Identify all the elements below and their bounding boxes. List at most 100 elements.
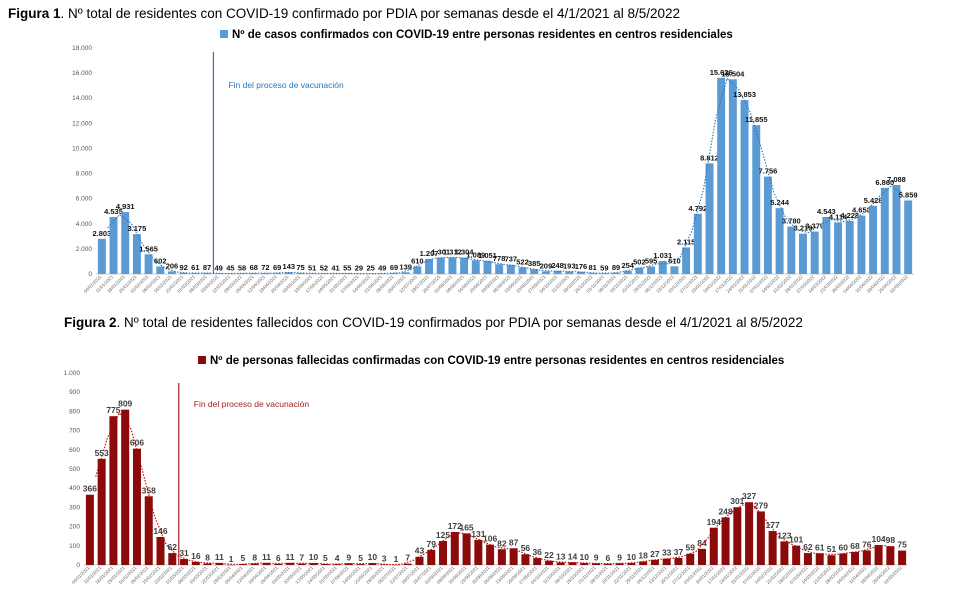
bar <box>745 502 754 565</box>
legend-swatch <box>220 30 228 38</box>
data-label: 1.051 <box>478 251 497 260</box>
data-label: 737 <box>505 255 518 264</box>
data-label: 51 <box>308 263 316 272</box>
y-tick-label: 6.000 <box>76 196 93 203</box>
figure-2-label: Figura 2 <box>64 315 117 330</box>
bar <box>121 409 130 565</box>
data-label: 51 <box>827 544 837 554</box>
bar <box>670 266 679 274</box>
bar <box>132 234 141 274</box>
data-label: 10 <box>368 552 378 562</box>
data-label: 6 <box>276 553 281 563</box>
data-label: 43 <box>415 546 425 556</box>
bar <box>623 270 632 274</box>
bar <box>333 564 342 565</box>
data-label: 1 <box>394 554 399 564</box>
data-label: 1.565 <box>139 244 158 253</box>
data-label: 69 <box>390 263 398 272</box>
data-label: 522 <box>516 257 529 266</box>
bar <box>851 551 860 565</box>
data-label: 62 <box>168 542 178 552</box>
data-label: 87 <box>509 537 519 547</box>
bar <box>553 270 562 274</box>
data-label: 55 <box>343 263 351 272</box>
data-label: 4 <box>335 553 340 563</box>
bar <box>179 272 188 274</box>
bar <box>226 273 235 274</box>
data-label: 8 <box>252 552 257 562</box>
bar <box>799 233 807 274</box>
data-label: 106 <box>483 534 497 544</box>
data-label: 69 <box>273 263 281 272</box>
bar <box>156 536 165 565</box>
y-tick-label: 8.000 <box>76 171 93 178</box>
bar <box>121 212 130 274</box>
data-label: 4.543 <box>817 207 836 216</box>
bar <box>97 238 106 274</box>
bar <box>425 258 434 274</box>
bar <box>697 548 707 565</box>
bar <box>898 550 907 565</box>
bar <box>580 563 589 565</box>
bar <box>862 550 871 565</box>
bar <box>740 100 749 274</box>
bar <box>733 507 742 565</box>
data-label: 1.301 <box>431 248 450 257</box>
bar <box>874 545 883 565</box>
data-label: 6.860 <box>875 178 894 187</box>
bar <box>471 260 480 274</box>
data-label: 13.853 <box>733 90 756 99</box>
bar <box>886 546 895 565</box>
data-label: 87 <box>203 263 211 272</box>
data-label: 4.931 <box>116 202 135 211</box>
data-label: 61 <box>815 542 825 552</box>
data-label: 49 <box>215 263 223 272</box>
data-label: 125 <box>436 530 450 540</box>
data-label: 3.219 <box>794 224 813 233</box>
data-label: 41 <box>331 263 339 272</box>
data-label: 14 <box>568 551 578 561</box>
bar <box>627 563 636 565</box>
data-label: 385 <box>528 259 541 268</box>
bar <box>109 416 118 565</box>
data-label: 18 <box>638 551 648 561</box>
data-label: 366 <box>83 484 97 494</box>
data-label: 5.859 <box>899 190 918 199</box>
bar <box>752 125 761 274</box>
bar <box>780 541 789 565</box>
data-label: 1.304 <box>455 248 475 257</box>
data-label: 8.812 <box>700 153 719 162</box>
bar <box>592 563 601 565</box>
data-label: 75 <box>296 263 304 272</box>
bar <box>869 205 878 274</box>
legend-swatch <box>198 356 206 364</box>
bar <box>460 257 469 274</box>
y-tick-label: 300 <box>69 504 80 511</box>
data-label: 1.031 <box>653 251 672 260</box>
data-label: 5.428 <box>864 196 883 205</box>
bar <box>132 448 141 565</box>
bar <box>249 273 258 274</box>
bar <box>533 558 542 565</box>
data-label: 33 <box>662 548 672 558</box>
data-label: 13 <box>556 552 566 562</box>
y-tick-label: 600 <box>69 447 80 454</box>
data-label: 81 <box>588 263 596 272</box>
bar <box>250 563 259 565</box>
data-label: 2.803 <box>92 229 111 238</box>
bar <box>682 247 691 274</box>
y-tick-label: 0 <box>88 271 92 278</box>
bar <box>768 531 777 565</box>
bar <box>600 273 609 274</box>
bar <box>285 562 295 565</box>
bar <box>544 560 553 565</box>
bar <box>904 200 913 274</box>
bar <box>521 554 530 565</box>
data-label: 209 <box>540 261 553 270</box>
bar <box>486 544 495 565</box>
data-label: 172 <box>448 521 462 531</box>
data-label: 10 <box>580 552 590 562</box>
bar <box>168 553 177 565</box>
bar <box>296 273 305 274</box>
data-label: 84 <box>697 538 707 548</box>
